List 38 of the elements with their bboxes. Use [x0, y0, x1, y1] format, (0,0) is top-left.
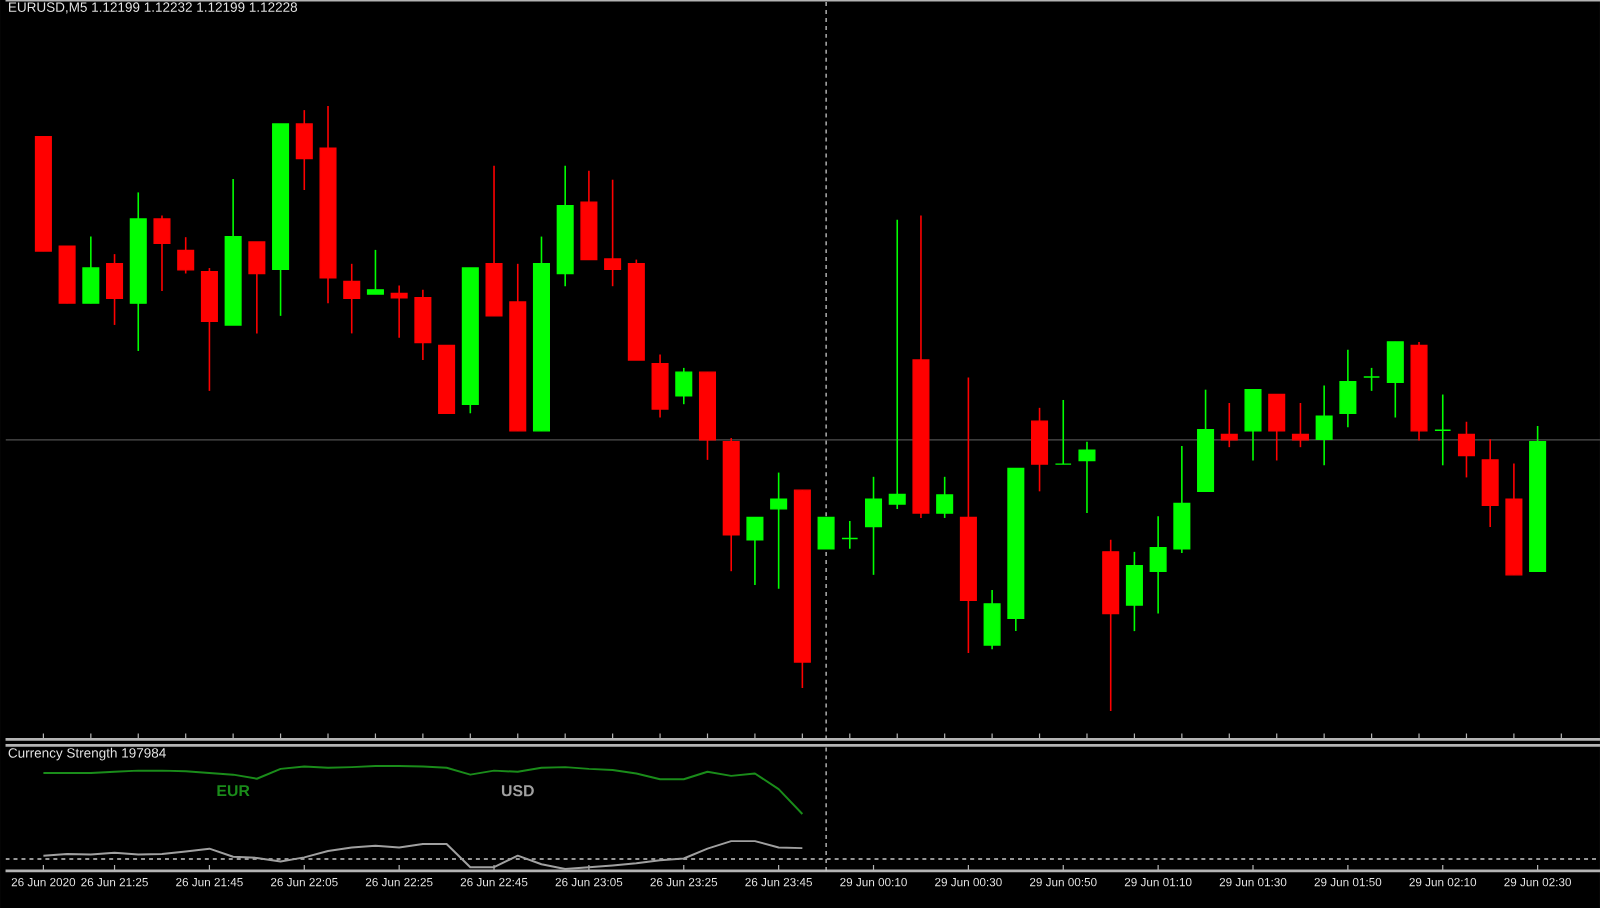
candlestick: [343, 262, 361, 334]
candlestick: [936, 475, 954, 519]
candlestick: [390, 284, 408, 339]
candlestick: [651, 353, 669, 418]
candlestick: [1339, 348, 1357, 428]
candlestick: [82, 235, 100, 304]
candlestick: [1481, 438, 1499, 528]
candlestick: [366, 248, 384, 295]
candlestick: [177, 235, 195, 274]
candlestick: [1031, 406, 1049, 492]
candlestick: [675, 366, 693, 405]
candlestick: [983, 588, 1001, 650]
candlestick: [248, 240, 266, 334]
candlestick: [1315, 384, 1333, 466]
candlestick: [1054, 398, 1072, 465]
candlestick: [1386, 340, 1404, 418]
candlestick: [153, 214, 171, 292]
candlestick: [1244, 388, 1262, 461]
candlestick: [1457, 420, 1475, 478]
candlestick: [746, 516, 764, 586]
candlestick: [1434, 393, 1452, 466]
candlestick: [1268, 393, 1286, 461]
candlestick: [1291, 401, 1309, 448]
candlestick: [1125, 550, 1143, 632]
candlestick: [1363, 366, 1381, 392]
candlestick: [106, 252, 124, 326]
candlestick: [1149, 514, 1167, 614]
candlestick: [1078, 440, 1096, 514]
candlestick: [817, 516, 835, 550]
candlestick: [1173, 444, 1191, 554]
candlestick: [770, 471, 788, 590]
candlestick: [295, 108, 313, 191]
candlestick: [604, 178, 622, 287]
candlestick: [888, 218, 906, 510]
candlestick: [841, 519, 859, 550]
candlestick: [414, 288, 432, 361]
candlestick: [864, 475, 883, 576]
candlestick: [1220, 401, 1238, 448]
